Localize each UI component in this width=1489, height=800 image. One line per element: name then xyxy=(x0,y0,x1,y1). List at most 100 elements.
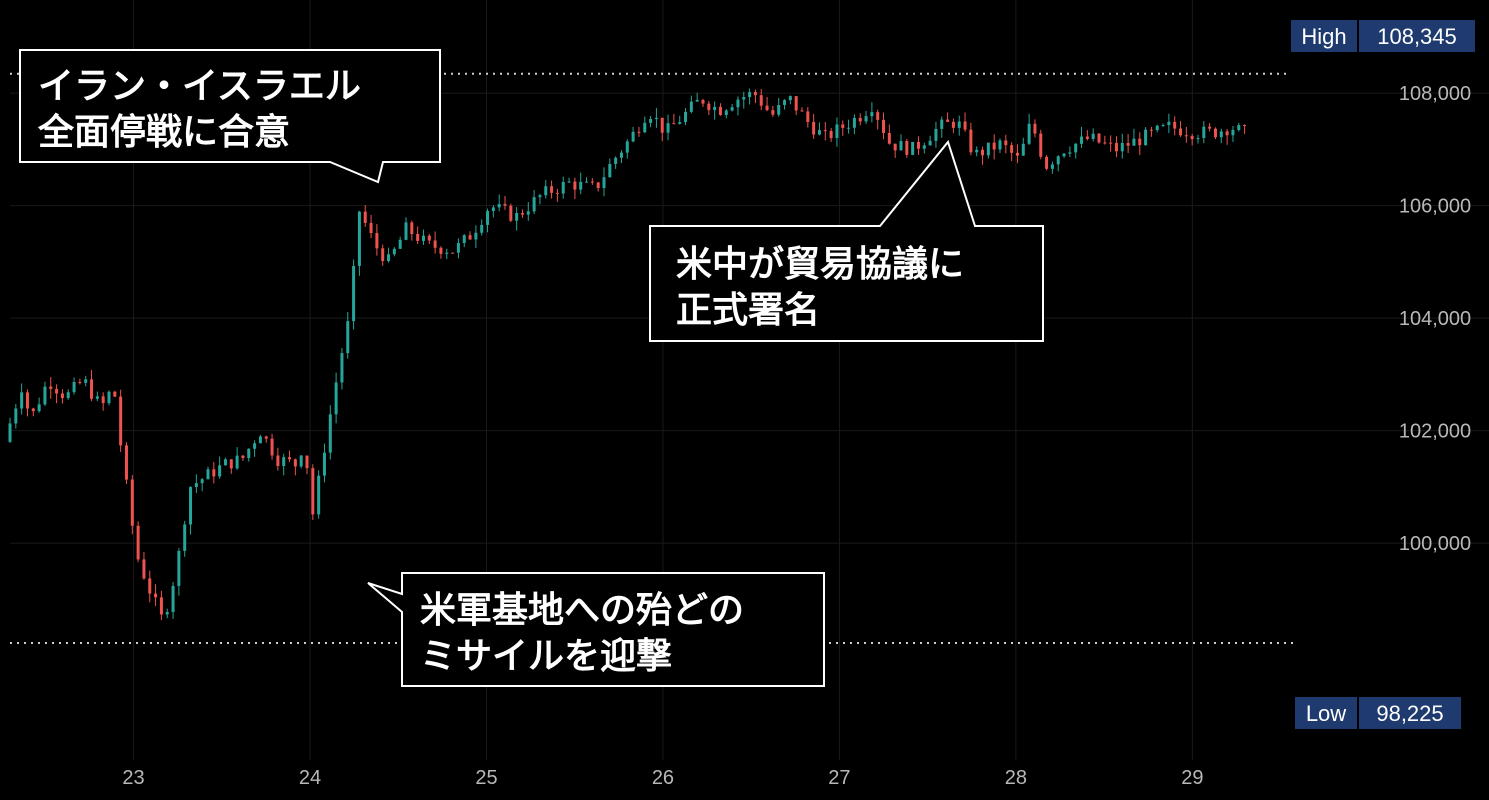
candle-body xyxy=(381,248,385,262)
candle-body xyxy=(346,321,350,354)
candle-body xyxy=(90,379,94,399)
candle-body xyxy=(631,131,635,142)
candle-body xyxy=(876,112,880,120)
candle-body xyxy=(1126,142,1130,146)
candle-body xyxy=(433,240,437,248)
candle-body xyxy=(1050,164,1054,169)
candle-body xyxy=(986,142,990,156)
candle-body xyxy=(165,611,169,615)
candle-body xyxy=(1027,123,1031,144)
annotation-missile: 米軍基地への殆どの ミサイルを迎撃 xyxy=(367,572,825,687)
candle-body xyxy=(800,110,804,112)
candle-body xyxy=(1039,133,1043,157)
candle-body xyxy=(817,130,821,135)
candle-body xyxy=(456,243,460,253)
candle-body xyxy=(1045,156,1049,169)
candle-body xyxy=(911,141,915,155)
candle-body xyxy=(654,117,658,119)
candle-body xyxy=(590,181,594,183)
candle-body xyxy=(189,487,193,525)
candle-body xyxy=(882,119,886,133)
y-tick-label: 102,000 xyxy=(1399,421,1471,443)
candle-body xyxy=(241,455,245,458)
candle-body xyxy=(136,525,140,560)
candle-body xyxy=(439,247,443,254)
candle-body xyxy=(602,177,606,188)
candle-body xyxy=(84,379,88,383)
candle-body xyxy=(311,468,315,515)
candle-body xyxy=(619,152,623,158)
x-tick-label: 29 xyxy=(1181,767,1203,789)
candle-body xyxy=(625,141,629,153)
y-tick-label: 108,000 xyxy=(1399,83,1471,105)
candle-body xyxy=(375,233,379,249)
candle-body xyxy=(951,121,955,128)
candle-body xyxy=(614,157,618,165)
candle-body xyxy=(253,443,257,449)
candle-body xyxy=(788,96,792,101)
candle-body xyxy=(660,117,664,133)
candle-body xyxy=(520,212,524,215)
candle-body xyxy=(200,479,204,484)
candle-body xyxy=(695,99,699,102)
candle-body xyxy=(398,239,402,249)
candle-body xyxy=(812,121,816,135)
candle-body xyxy=(963,121,967,130)
candle-body xyxy=(1243,125,1247,127)
candle-body xyxy=(1231,130,1235,136)
candle-body xyxy=(142,559,146,579)
candle-body xyxy=(561,181,565,194)
candle-body xyxy=(730,107,734,111)
candle-body xyxy=(148,578,152,594)
candle-body xyxy=(101,396,105,404)
candle-body xyxy=(515,212,519,221)
candle-body xyxy=(1062,153,1066,157)
candle-body xyxy=(916,141,920,149)
candle-body xyxy=(1056,156,1060,165)
candle-body xyxy=(78,382,82,384)
candle-body xyxy=(899,141,903,151)
high-badge-label-bg xyxy=(1291,20,1357,52)
candle-body xyxy=(357,211,361,266)
candle-body xyxy=(468,235,472,240)
candle-body xyxy=(526,211,530,215)
annotation-trade-deal-line2: 正式署名 xyxy=(676,290,820,331)
candle-body xyxy=(544,186,548,196)
candle-body xyxy=(718,106,722,115)
candle-body xyxy=(305,455,309,469)
candle-body xyxy=(666,123,670,133)
annotation-missile-line2: ミサイルを迎撃 xyxy=(420,636,672,677)
candle-body xyxy=(643,122,647,133)
candle-body xyxy=(835,124,839,139)
high-badge: High 108,345 xyxy=(1291,20,1475,52)
candle-body xyxy=(235,455,239,469)
candle-body xyxy=(794,96,798,111)
candle-body xyxy=(8,423,12,442)
candle-body xyxy=(159,597,163,615)
candle-body xyxy=(270,438,274,456)
candle-body xyxy=(1109,142,1113,144)
candle-body xyxy=(649,118,653,123)
candle-body xyxy=(282,457,286,466)
candle-body xyxy=(427,235,431,241)
candle-body xyxy=(509,205,513,221)
candle-body xyxy=(969,129,973,153)
candle-body xyxy=(328,414,332,453)
candle-body xyxy=(177,550,181,586)
annotation-missile-callout xyxy=(367,572,825,687)
candle-body xyxy=(369,222,373,234)
candle-body xyxy=(678,122,682,124)
candle-body xyxy=(299,455,303,467)
candle-body xyxy=(940,119,944,129)
candle-body xyxy=(771,110,775,115)
candle-body xyxy=(154,593,158,598)
candle-body xyxy=(870,112,874,117)
x-tick-label: 25 xyxy=(475,767,497,789)
candle-body xyxy=(1068,152,1072,154)
candle-body xyxy=(247,448,251,458)
candle-body xyxy=(387,254,391,262)
candle-body xyxy=(212,469,216,477)
candle-body xyxy=(1225,131,1229,136)
candle-body xyxy=(806,111,810,122)
annotation-missile-line1: 米軍基地への殆どの xyxy=(420,590,744,631)
